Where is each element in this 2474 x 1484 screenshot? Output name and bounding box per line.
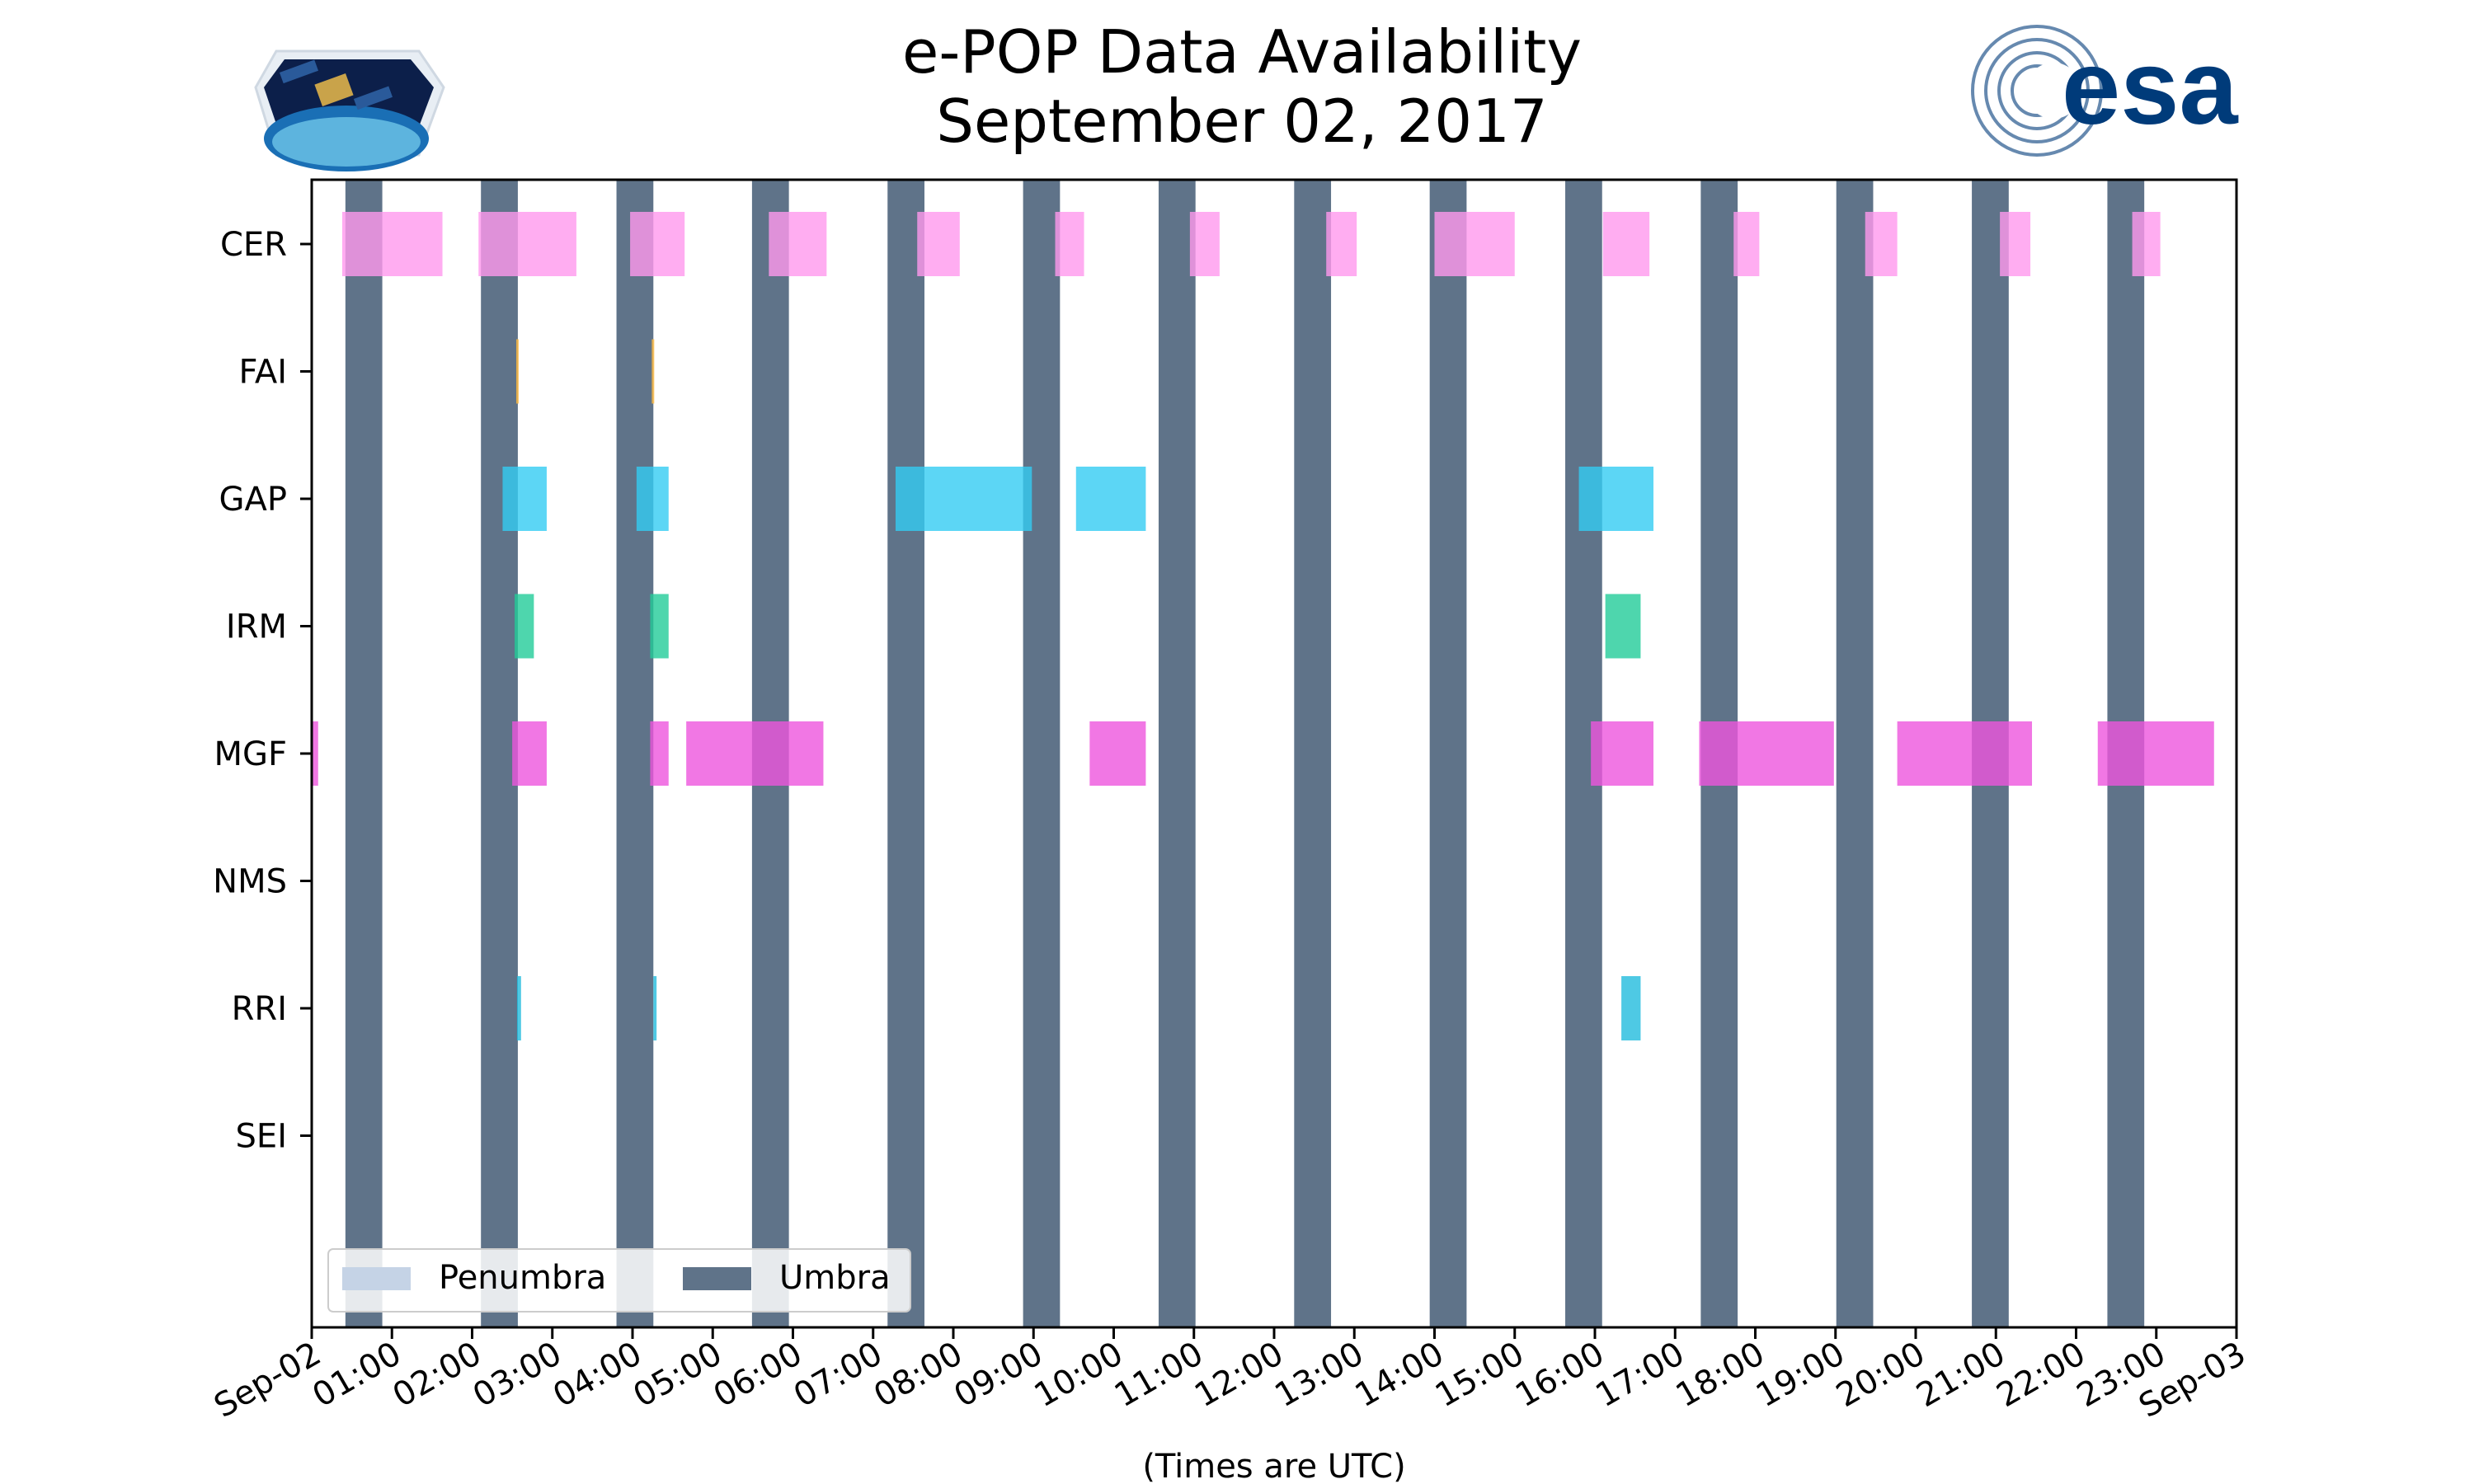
bar-mgf bbox=[1591, 721, 1653, 786]
umbra-band bbox=[1429, 180, 1467, 1327]
x-tick-label: 08:00 bbox=[868, 1335, 969, 1415]
bar-mgf bbox=[650, 721, 669, 786]
chart-title-line1: e-POP Data Availability bbox=[902, 17, 1582, 87]
legend-penumbra-swatch bbox=[342, 1267, 411, 1290]
bar-mgf bbox=[512, 721, 547, 786]
bar-mgf bbox=[1897, 721, 2033, 786]
x-tick-label: 05:00 bbox=[627, 1335, 728, 1415]
instrument-bars bbox=[312, 212, 2214, 1040]
bar-cer bbox=[341, 212, 443, 276]
bar-cer bbox=[1189, 212, 1220, 276]
x-axis: Sep-0201:0002:0003:0004:0005:0006:0007:0… bbox=[208, 1327, 2252, 1425]
bar-cer bbox=[2000, 212, 2031, 276]
bar-rri bbox=[516, 976, 521, 1040]
x-tick-label: 13:00 bbox=[1268, 1335, 1370, 1415]
umbra-band bbox=[1836, 180, 1874, 1327]
bar-cer bbox=[478, 212, 576, 276]
bar-rri bbox=[653, 976, 657, 1040]
x-tick-label: 19:00 bbox=[1750, 1335, 1851, 1415]
bar-cer bbox=[1602, 212, 1650, 276]
umbra-band bbox=[887, 180, 924, 1327]
esa-logo: esa bbox=[1971, 25, 2238, 157]
x-tick-label: 02:00 bbox=[387, 1335, 488, 1415]
bar-mgf bbox=[1699, 721, 1834, 786]
umbra-band bbox=[1023, 180, 1061, 1327]
bar-cer bbox=[917, 212, 960, 276]
y-tick-label-mgf: MGF bbox=[214, 735, 287, 773]
bar-irm bbox=[1605, 594, 1641, 659]
y-tick-label-irm: IRM bbox=[226, 608, 287, 646]
x-tick-label: 21:00 bbox=[1910, 1335, 2011, 1415]
x-tick-label: 20:00 bbox=[1830, 1335, 1931, 1415]
bar-gap bbox=[895, 467, 1032, 531]
umbra-band bbox=[1158, 180, 1196, 1327]
x-tick-label: 04:00 bbox=[547, 1335, 648, 1415]
x-tick-label: 16:00 bbox=[1509, 1335, 1611, 1415]
y-tick-label-fai: FAI bbox=[239, 354, 288, 392]
bar-cer bbox=[1733, 212, 1760, 276]
y-tick-label-gap: GAP bbox=[219, 481, 287, 519]
bar-irm bbox=[650, 594, 669, 659]
bar-mgf bbox=[1089, 721, 1146, 786]
bar-gap bbox=[636, 467, 669, 531]
x-tick-label: 01:00 bbox=[306, 1335, 407, 1415]
bar-cer bbox=[1055, 212, 1084, 276]
svg-text:esa: esa bbox=[2062, 29, 2238, 147]
y-tick-label-cer: CER bbox=[220, 226, 287, 264]
bar-cer bbox=[2132, 212, 2161, 276]
bar-mgf bbox=[686, 721, 824, 786]
bar-rri bbox=[1621, 976, 1641, 1040]
bar-cer bbox=[1865, 212, 1898, 276]
bar-gap bbox=[1075, 467, 1146, 531]
bar-fai bbox=[515, 339, 519, 404]
x-tick-label: 15:00 bbox=[1429, 1335, 1531, 1415]
y-tick-label-rri: RRI bbox=[232, 990, 287, 1028]
umbra-band bbox=[481, 180, 518, 1327]
y-axis: CER FAI GAP IRM MGF NMS RRI SEI bbox=[213, 226, 312, 1156]
y-tick-label-sei: SEI bbox=[236, 1118, 287, 1156]
bar-cer bbox=[1434, 212, 1515, 276]
bar-gap bbox=[502, 467, 547, 531]
x-tick-label: 18:00 bbox=[1670, 1335, 1771, 1415]
legend: Penumbra Umbra bbox=[327, 1248, 911, 1313]
x-tick-label: 12:00 bbox=[1188, 1335, 1290, 1415]
bar-cer bbox=[769, 212, 827, 276]
x-tick-label: 07:00 bbox=[788, 1335, 889, 1415]
x-tick-label: 14:00 bbox=[1349, 1335, 1451, 1415]
bar-cer bbox=[630, 212, 685, 276]
x-axis-label: (Times are UTC) bbox=[1142, 1448, 1405, 1484]
umbra-band bbox=[616, 180, 654, 1327]
x-tick-label: 11:00 bbox=[1108, 1335, 1210, 1415]
legend-box bbox=[327, 1248, 911, 1313]
umbra-band bbox=[1294, 180, 1332, 1327]
legend-umbra-label: Umbra bbox=[779, 1259, 891, 1297]
x-tick-label: 09:00 bbox=[948, 1335, 1049, 1415]
x-tick-label: 06:00 bbox=[708, 1335, 809, 1415]
bar-cer bbox=[1326, 212, 1357, 276]
x-tick-label: 10:00 bbox=[1028, 1335, 1130, 1415]
umbra-band bbox=[345, 180, 383, 1327]
bar-fai bbox=[651, 339, 655, 404]
legend-penumbra-label: Penumbra bbox=[439, 1259, 606, 1297]
bar-mgf bbox=[2097, 721, 2214, 786]
cassiope-logo bbox=[254, 49, 445, 171]
legend-umbra-swatch bbox=[683, 1267, 751, 1290]
bar-irm bbox=[515, 594, 534, 659]
x-tick-label: 03:00 bbox=[467, 1335, 568, 1415]
x-tick-label: 17:00 bbox=[1589, 1335, 1691, 1415]
bar-gap bbox=[1578, 467, 1653, 531]
x-tick-label: 22:00 bbox=[1991, 1335, 2092, 1415]
chart-title-line2: September 02, 2017 bbox=[936, 87, 1547, 156]
bar-mgf bbox=[312, 721, 318, 786]
y-tick-label-nms: NMS bbox=[213, 863, 287, 901]
